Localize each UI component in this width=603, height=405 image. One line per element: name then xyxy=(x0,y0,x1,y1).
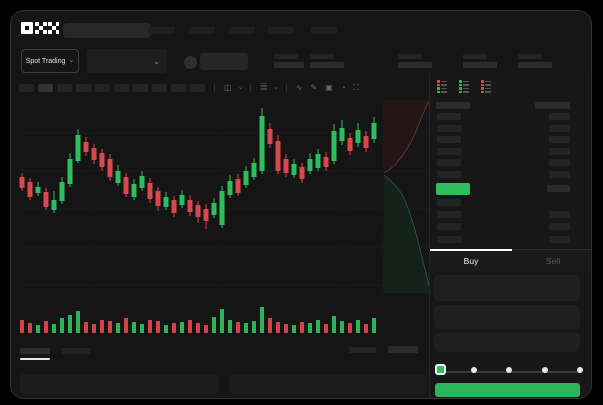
book-amount-placeholder xyxy=(549,211,570,219)
market-stat-1 xyxy=(274,54,304,68)
book-amount-placeholder xyxy=(549,171,570,178)
timeframe-button[interactable] xyxy=(171,84,186,92)
slider-stop-75[interactable] xyxy=(541,367,548,373)
trade-tabs: Buy Sell xyxy=(430,249,591,271)
timeframe-button[interactable] xyxy=(190,84,205,92)
book-amount-placeholder xyxy=(549,223,570,231)
book-amount-placeholder xyxy=(549,235,570,243)
indicators-icon[interactable]: 𝄚 xyxy=(260,83,267,92)
active-tab-underline xyxy=(20,358,50,360)
last-price-row[interactable] xyxy=(436,183,470,195)
book-price-placeholder[interactable] xyxy=(437,159,461,167)
book-price-placeholder[interactable] xyxy=(437,113,461,120)
candlestick-chart[interactable] xyxy=(19,99,433,351)
timeframe-button[interactable] xyxy=(95,84,110,92)
book-amount-placeholder xyxy=(549,159,570,167)
market-stat-4 xyxy=(463,54,497,68)
book-asks-icon[interactable] xyxy=(480,79,493,93)
book-amount-placeholder xyxy=(549,124,570,132)
chevron-down-icon: ⌄ xyxy=(153,56,160,66)
bottom-status-bar-left xyxy=(20,374,219,394)
okx-trading-app-window: Spot Trading ⌄ ⌄ ◫ ⌄ 𝄚 xyxy=(10,10,592,399)
book-price-placeholder[interactable] xyxy=(437,235,461,243)
market-type-dropdown[interactable]: Spot Trading ⌄ xyxy=(21,49,79,73)
camera-icon[interactable]: ▣ xyxy=(325,83,333,92)
depth-chart xyxy=(383,99,431,293)
timeframe-button[interactable] xyxy=(133,84,148,92)
buy-submit-button[interactable] xyxy=(435,383,580,397)
market-stat-2 xyxy=(310,54,344,68)
nav-item-1[interactable] xyxy=(149,27,175,34)
settings-icon[interactable]: ◔ xyxy=(340,83,346,92)
price-input[interactable] xyxy=(434,275,580,301)
book-price-placeholder[interactable] xyxy=(437,223,461,231)
slider-handle[interactable] xyxy=(435,364,446,375)
nav-item-3[interactable] xyxy=(229,27,255,34)
pair-selector-dropdown[interactable]: ⌄ xyxy=(87,49,167,73)
slider-stop-50[interactable] xyxy=(506,367,512,373)
last-price-amount-placeholder xyxy=(547,185,570,192)
book-amount-placeholder xyxy=(549,113,570,120)
slider-stop-100[interactable] xyxy=(577,367,583,373)
timeframe-button[interactable] xyxy=(152,84,167,92)
slider-stop-25[interactable] xyxy=(470,367,477,373)
book-header-amount xyxy=(535,102,570,109)
book-price-placeholder[interactable] xyxy=(437,136,461,144)
last-price-placeholder xyxy=(200,53,248,70)
line-style-icon[interactable]: ∿ xyxy=(295,83,303,92)
nav-item-2[interactable] xyxy=(189,27,215,34)
nav-item-4[interactable] xyxy=(268,27,294,34)
book-price-placeholder[interactable] xyxy=(437,211,461,219)
chart-toolbar: ◫ ⌄ 𝄚 ⌄ ∿ ✎ ▣ ◔ ⛶ xyxy=(19,82,363,94)
chart-bottom-tab[interactable] xyxy=(61,348,91,354)
chart-footer-item-2[interactable] xyxy=(388,346,418,353)
book-amount-placeholder xyxy=(549,147,570,155)
market-stat-3 xyxy=(398,54,432,68)
coin-avatar xyxy=(184,56,197,69)
timeframe-button[interactable] xyxy=(19,84,34,92)
candle-type-icon[interactable]: ◫ xyxy=(224,83,232,92)
draw-icon[interactable]: ✎ xyxy=(310,83,318,92)
okx-logo[interactable] xyxy=(21,22,59,35)
chart-footer-item-1[interactable] xyxy=(349,347,376,353)
timeframe-button[interactable] xyxy=(76,84,91,92)
book-bids-icon[interactable] xyxy=(458,79,471,93)
timeframe-button[interactable] xyxy=(57,84,72,92)
tab-buy[interactable]: Buy xyxy=(463,256,479,266)
chevron-down-icon[interactable]: ⌄ xyxy=(237,84,244,91)
buy-tab-indicator xyxy=(430,249,512,251)
market-type-label: Spot Trading xyxy=(25,57,66,65)
amount-input[interactable] xyxy=(434,305,580,329)
book-price-placeholder[interactable] xyxy=(437,124,461,132)
book-price-placeholder[interactable] xyxy=(437,147,461,155)
timeframe-button-active[interactable] xyxy=(38,84,53,92)
toolbar-divider xyxy=(250,83,252,93)
chart-bottom-tab-active[interactable] xyxy=(20,348,50,354)
bottom-status-bar-right xyxy=(229,374,426,394)
tab-sell[interactable]: Sell xyxy=(545,256,561,266)
toolbar-divider xyxy=(285,83,287,93)
toolbar-divider xyxy=(214,83,215,93)
book-combined-icon[interactable] xyxy=(436,79,449,93)
total-input[interactable] xyxy=(434,333,580,352)
book-header-price xyxy=(436,102,470,109)
order-book-panel: Buy Sell xyxy=(429,73,591,398)
search-input[interactable] xyxy=(63,23,151,38)
fullscreen-icon[interactable]: ⛶ xyxy=(353,83,360,92)
book-price-placeholder[interactable] xyxy=(437,199,461,206)
nav-item-5[interactable] xyxy=(311,27,337,34)
chevron-down-icon[interactable]: ⌄ xyxy=(272,84,279,91)
market-stat-5 xyxy=(518,54,552,68)
book-price-placeholder[interactable] xyxy=(437,171,461,178)
book-amount-placeholder xyxy=(549,136,570,144)
chevron-down-icon: ⌄ xyxy=(68,57,75,64)
timeframe-button[interactable] xyxy=(114,84,129,92)
